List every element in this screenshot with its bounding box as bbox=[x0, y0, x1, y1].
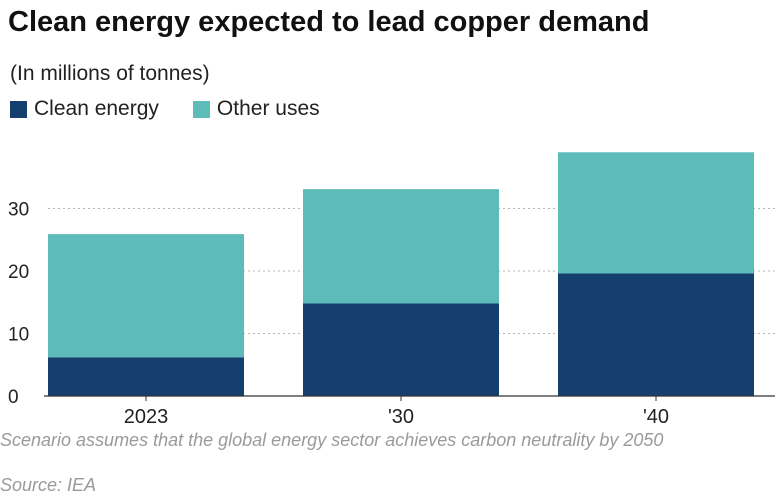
y-tick-label-20: 20 bbox=[8, 262, 29, 283]
footnote: Scenario assumes that the global energy … bbox=[0, 430, 664, 450]
legend-label-other-uses: Other uses bbox=[216, 97, 320, 120]
x-tick-label-1: '30 bbox=[388, 406, 414, 428]
chart-subtitle: (In millions of tonnes) bbox=[10, 62, 210, 85]
legend: Clean energy Other uses bbox=[10, 97, 354, 121]
x-tick-label-2: '40 bbox=[643, 406, 669, 428]
bar-chart: 0 10 20 30 2023 '30 '40 bbox=[8, 152, 775, 428]
bar-clean-energy-2 bbox=[558, 273, 754, 396]
bar-other-uses-1 bbox=[303, 189, 499, 304]
chart-title: Clean energy expected to lead copper dem… bbox=[8, 6, 650, 38]
legend-item-clean-energy: Clean energy bbox=[10, 97, 159, 121]
bar-other-uses-2 bbox=[558, 152, 754, 274]
x-tick-label-0: 2023 bbox=[124, 406, 169, 428]
bar-other-uses-0 bbox=[48, 234, 244, 358]
source-note: Source: IEA bbox=[0, 475, 97, 495]
bar-clean-energy-0 bbox=[48, 357, 244, 396]
y-tick-label-30: 30 bbox=[8, 200, 29, 221]
legend-swatch-other-uses bbox=[192, 100, 210, 118]
legend-label-clean-energy: Clean energy bbox=[34, 97, 159, 120]
y-tick-label-0: 0 bbox=[8, 387, 19, 408]
bar-clean-energy-1 bbox=[303, 303, 499, 396]
legend-item-other-uses: Other uses bbox=[192, 97, 320, 121]
legend-swatch-clean-energy bbox=[10, 100, 27, 118]
y-tick-label-10: 10 bbox=[8, 325, 29, 346]
